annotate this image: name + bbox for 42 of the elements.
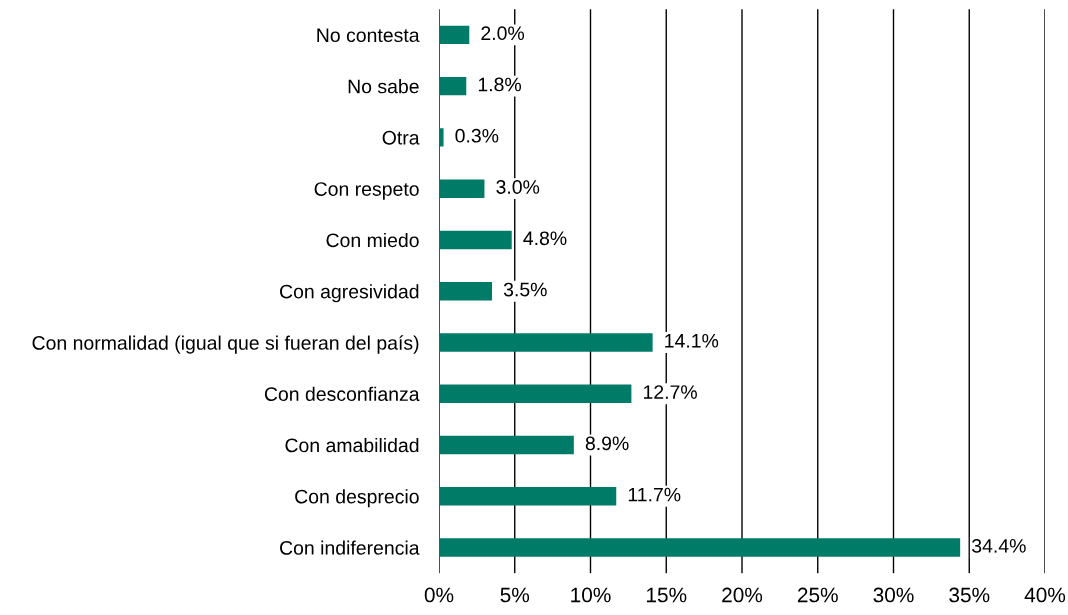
- y-tick-label: Con respeto: [314, 182, 419, 200]
- data-label: 3.5%: [503, 282, 547, 297]
- data-label: 11.7%: [628, 487, 681, 502]
- x-tick-label: 40%: [1024, 587, 1066, 603]
- x-tick-label: 15%: [646, 587, 687, 603]
- y-tick-label: Con normalidad (igual que si fueran del país): [32, 335, 419, 354]
- bar: [439, 281, 493, 301]
- data-label: 2.0%: [481, 26, 525, 41]
- x-tick-label: 20%: [722, 587, 763, 603]
- x-tick-label: 0%: [424, 587, 454, 603]
- bar: [439, 384, 632, 403]
- y-tick-label: Con indiferencia: [280, 540, 420, 555]
- bar: [439, 25, 470, 45]
- bar: [439, 179, 485, 198]
- bar: [439, 538, 961, 557]
- bar: [439, 230, 512, 250]
- x-tick-label: 30%: [873, 587, 914, 603]
- y-tick-label: No sabe: [348, 79, 419, 94]
- x-tick-label: 5%: [500, 587, 530, 603]
- data-label: 34.4%: [972, 539, 1026, 553]
- bar: [439, 128, 444, 147]
- y-tick-label: Con amabilidad: [285, 437, 419, 453]
- data-label: 3.0%: [496, 180, 540, 194]
- y-tick-label: Con desconfianza: [264, 386, 420, 401]
- y-tick-label: Otra: [382, 130, 420, 145]
- data-label: 14.1%: [665, 334, 719, 348]
- y-tick-label: Con agresividad: [280, 284, 419, 303]
- y-tick-label: No contesta: [317, 28, 420, 43]
- bar: [439, 76, 467, 96]
- bar: [439, 487, 617, 506]
- data-label: 0.3%: [455, 128, 499, 143]
- data-label: 4.8%: [523, 231, 567, 246]
- data-label: 8.9%: [585, 436, 629, 451]
- bar: [439, 333, 653, 352]
- data-label: 12.7%: [644, 385, 697, 399]
- y-tick-label: Con miedo: [326, 232, 419, 248]
- x-tick-label: 25%: [797, 587, 838, 603]
- x-tick-label: 10%: [571, 587, 611, 603]
- data-label: 1.8%: [478, 77, 522, 92]
- y-tick-label: Con desprecio: [295, 489, 419, 508]
- x-tick-label: 35%: [949, 587, 990, 603]
- bar: [439, 435, 574, 455]
